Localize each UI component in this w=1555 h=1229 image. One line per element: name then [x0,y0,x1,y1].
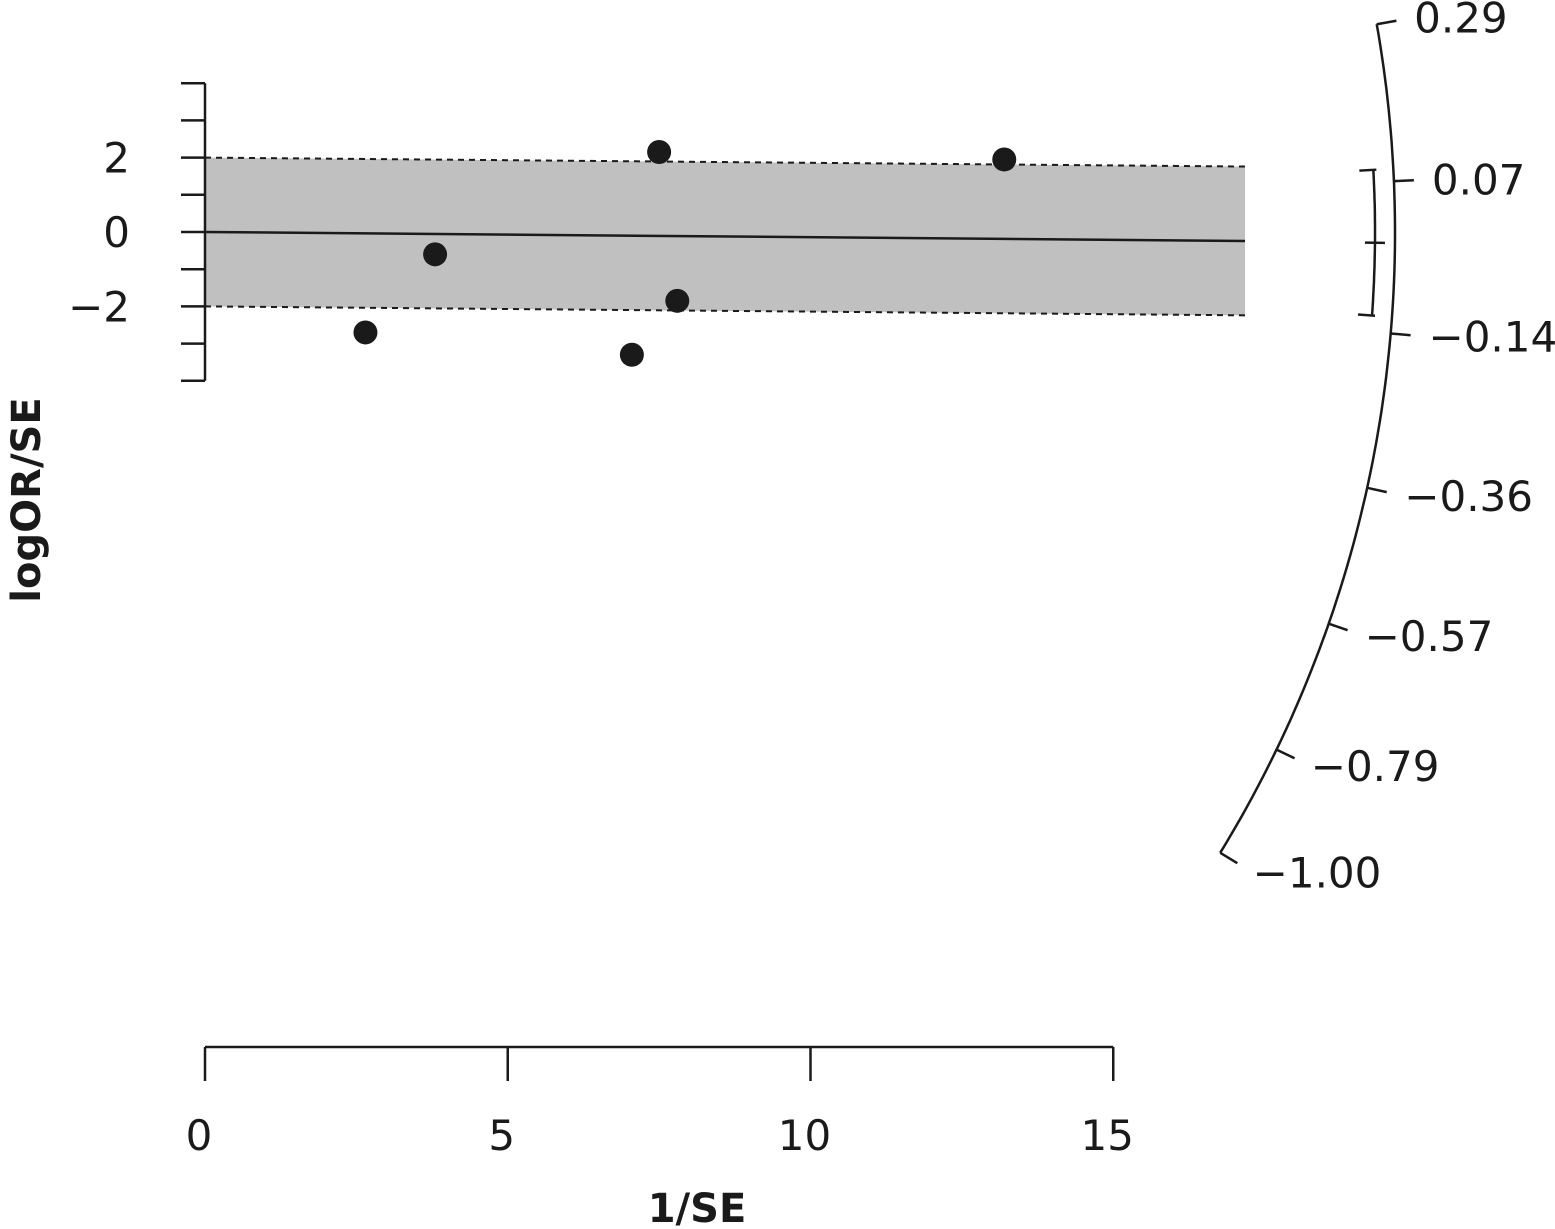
radial-tick [1366,486,1387,494]
data-point [665,288,690,313]
y-axis-title: logOR/SE [4,397,50,602]
radial-tick [1275,748,1296,760]
upper-bound-line [204,156,1246,168]
y-tick-label: −2 [68,282,130,331]
radial-tick-label: −0.14 [1429,313,1555,362]
x-tick-label: 10 [778,1111,831,1160]
data-point [992,147,1017,172]
radial-tick [1328,622,1349,632]
data-point [647,140,672,165]
radial-tick-label: 0.07 [1432,155,1526,204]
radial-tick-label: −1.00 [1253,849,1382,898]
radial-arc [1219,23,1397,854]
x-tick-label: 0 [186,1111,213,1160]
x-tick-label: 15 [1081,1111,1134,1160]
radial-tick [1393,179,1414,183]
y-tick-label: 0 [103,208,130,257]
radial-tick [1219,851,1238,865]
y-tick-label: 2 [103,134,130,183]
x-axis-title: 1/SE [648,1186,747,1229]
data-points [353,140,1017,367]
ci-cap [1357,313,1376,317]
radial-tick-label: −0.57 [1365,612,1494,661]
y-axis: 2 0 −2 [68,81,207,383]
lower-bound-line [204,305,1246,317]
radial-tick-label: −0.36 [1404,472,1533,521]
regression-line [204,230,1246,243]
data-point [619,342,644,367]
ci-cap [1359,168,1377,172]
radial-tick-label: −0.79 [1311,742,1440,791]
radial-scale: 0.29 0.07 −0.14 −0.36 −0.57 −0.79 −1.00 [1219,0,1555,898]
data-point [353,320,378,345]
data-point [423,242,448,267]
x-axis: 0 5 10 15 [186,1045,1134,1160]
radial-tick-label: 0.29 [1414,0,1508,43]
confidence-band-layer [204,156,1246,317]
radial-tick [1376,19,1397,26]
radial-tick [1390,332,1411,337]
x-tick-label: 5 [488,1111,515,1160]
